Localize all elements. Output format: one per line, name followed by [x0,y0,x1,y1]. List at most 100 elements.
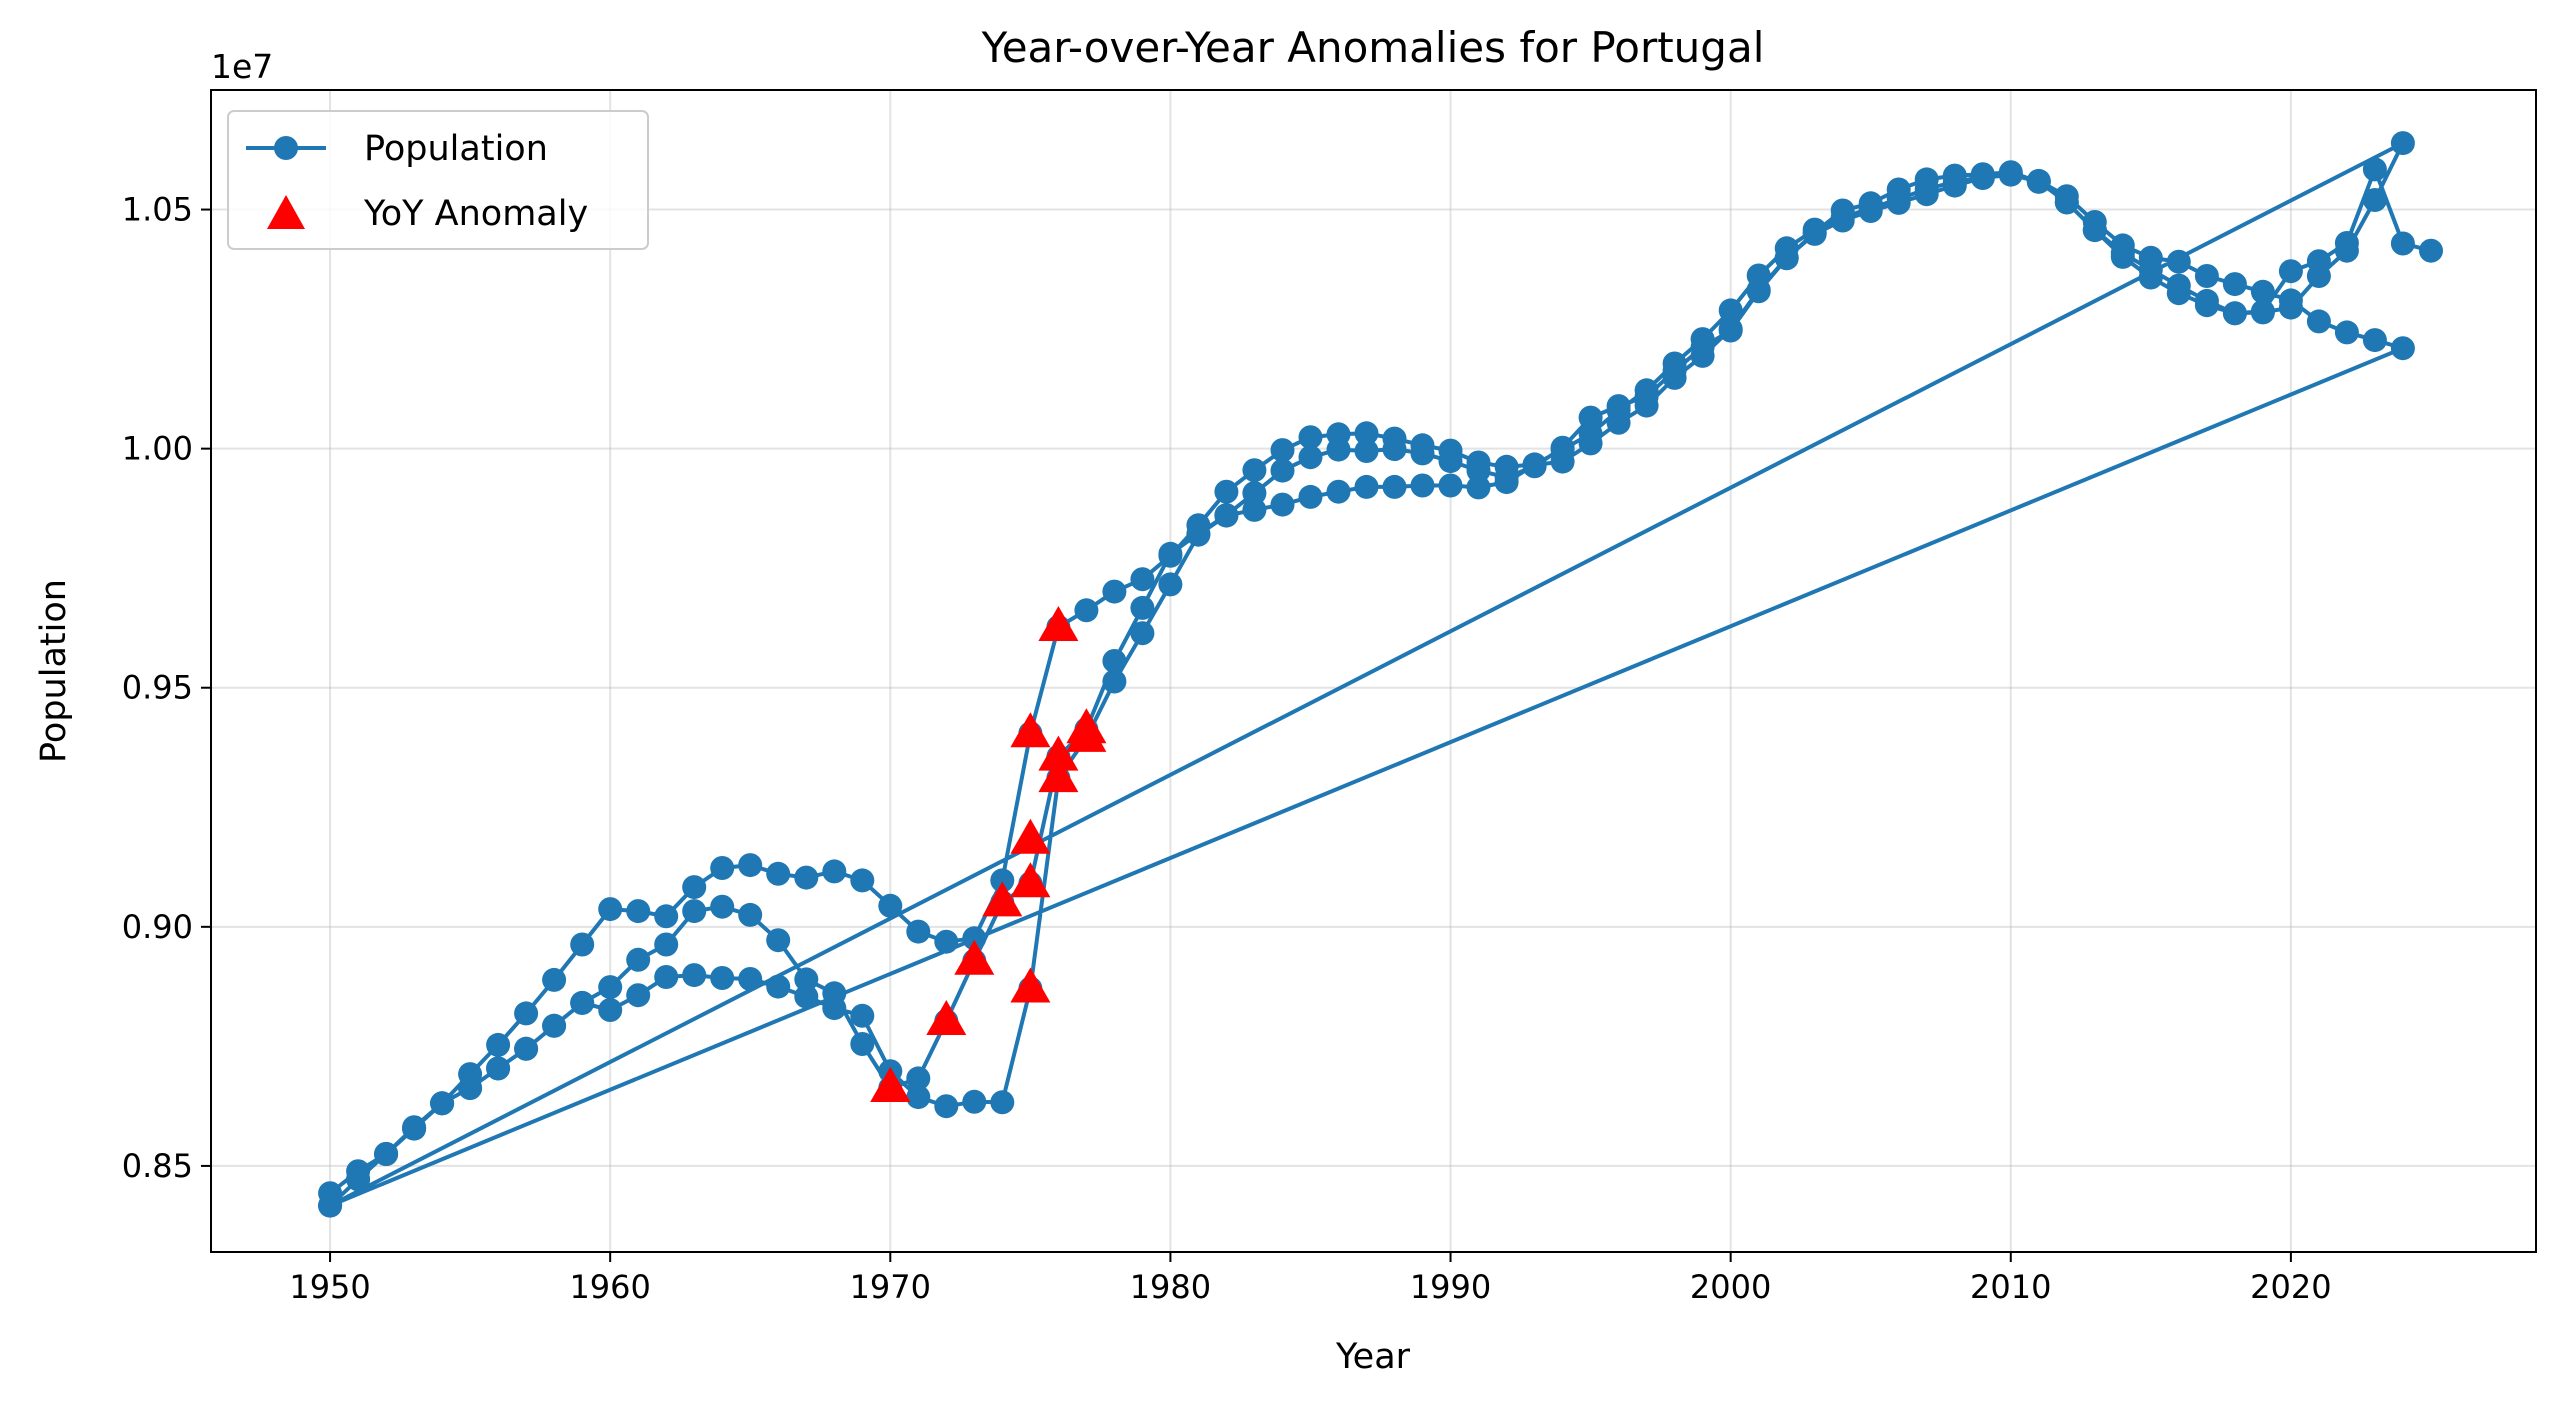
population-point [682,899,707,924]
x-tick-label: 1950 [289,1268,370,1306]
population-point [1690,335,1715,360]
population-point [542,967,567,992]
anomaly-point [1010,862,1051,898]
population-point [654,965,679,989]
y-axis-offset-label: 1e7 [211,47,273,86]
population-point [1886,177,1911,202]
population-point [1214,479,1239,504]
population-point [794,984,819,1009]
legend-population-marker [274,136,298,160]
population-point [2054,190,2079,215]
population-point [598,975,623,1000]
population-point [1158,572,1183,597]
chart-title: Year-over-Year Anomalies for Portugal [981,23,1765,72]
population-point [1326,479,1351,504]
population-point [906,919,931,944]
population-point [570,932,595,957]
population-point [2334,231,2359,255]
y-tick-label: 0.85 [122,1147,193,1185]
population-point [2390,336,2415,361]
population-point [1410,473,1435,498]
population-point [1158,541,1183,566]
population-point [598,998,623,1022]
population-point [2222,272,2247,297]
population-point [850,868,875,893]
population-point [2334,320,2359,345]
anomaly-point [1010,818,1051,854]
x-tick-label: 2020 [2250,1268,2331,1306]
population-point [654,932,679,957]
population-point [2362,328,2387,353]
population-point [654,904,679,929]
population-point [1354,421,1379,446]
population-point [2194,264,2219,288]
population-point [2166,273,2191,298]
population-point [1354,439,1379,463]
y-tick-label: 1.05 [122,191,193,229]
population-point [934,929,959,954]
population-point [402,1116,427,1141]
x-axis-label: Year [1335,1337,1411,1377]
population-point [1746,279,1771,304]
population-point [1242,481,1267,506]
anomaly-point [926,1000,967,1035]
population-point [542,1013,567,1038]
population-point [1354,474,1379,499]
population-point [1130,595,1155,620]
population-point [738,902,763,927]
population-point [430,1091,455,1116]
axes-frame [210,89,2537,1253]
population-point [1718,318,1743,343]
y-tick-label: 0.95 [122,669,193,707]
population-point [1102,579,1127,604]
population-point [598,897,623,922]
plot-area [318,131,2443,1218]
population-point [1438,473,1463,498]
population-point [2306,249,2331,274]
population-point [1466,458,1491,483]
grid-lines [211,90,2536,1252]
anomaly-point [1038,735,1079,771]
population-point [1270,492,1295,517]
population-point [710,856,735,880]
legend-box [227,110,649,250]
population-point [1102,649,1127,673]
population-point [710,894,735,919]
axis-ticks: 1950 1960 1970 1980 1990 2000 2010 2020 0.85 0.90… [122,191,2332,1306]
population-point [2194,288,2219,313]
population-point [1382,474,1407,499]
x-tick-label: 1970 [850,1268,931,1306]
population-point [1830,198,1855,223]
population-point [2082,218,2107,243]
population-point [1914,167,1939,192]
population-point [2278,288,2303,313]
population-point [1578,431,1603,456]
population-point [2110,241,2135,266]
population-point [1326,437,1351,462]
population-point [486,1056,511,1081]
population-point [626,899,651,924]
population-point [2222,301,2247,326]
population-point [1298,484,1323,509]
population-point [626,947,651,972]
population-point [2362,188,2387,212]
anomaly-point [1010,712,1051,748]
population-point [1494,465,1519,490]
population-point [682,875,707,900]
population-point [1438,449,1463,474]
population-point [766,861,791,886]
population-point [962,926,987,951]
population-point [1214,503,1239,528]
y-axis-label: Population [34,579,74,763]
population-point [738,853,763,878]
population-point [1802,220,1827,245]
x-tick-label: 2010 [1970,1268,2051,1306]
legend-anomaly-marker [267,195,305,229]
population-point [1270,458,1295,483]
population-point [1858,191,1883,216]
population-point [2026,169,2051,194]
population-point [1998,160,2023,185]
population-point [1242,458,1267,483]
population-point [318,1193,343,1218]
population-point [1606,394,1631,419]
